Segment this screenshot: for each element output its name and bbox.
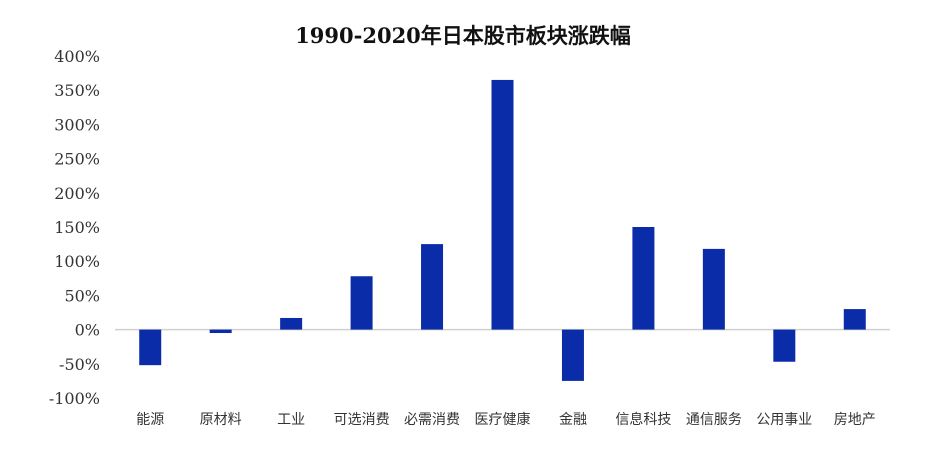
x-category-label: 能源 <box>136 412 164 428</box>
y-tick-label: 150% <box>54 218 100 237</box>
bar <box>421 244 444 330</box>
bar <box>350 276 373 330</box>
y-tick-label: 400% <box>54 47 100 66</box>
x-category-label: 医疗健康 <box>475 411 531 428</box>
x-category-label: 通信服务 <box>686 412 742 428</box>
y-tick-label: 100% <box>54 252 100 271</box>
bar <box>139 329 162 366</box>
bar <box>702 248 725 330</box>
y-tick-label: -50% <box>59 355 100 374</box>
y-tick-label: 300% <box>54 115 100 134</box>
x-category-label: 公用事业 <box>756 412 812 428</box>
bar <box>843 309 866 330</box>
x-category-label: 必需消费 <box>404 412 460 428</box>
y-tick-label: -100% <box>49 389 100 408</box>
y-tick-label: 250% <box>54 150 100 169</box>
y-tick-label: 50% <box>64 286 100 305</box>
bar <box>491 79 514 330</box>
y-tick-label: 200% <box>54 184 100 203</box>
x-category-label: 信息科技 <box>615 411 671 428</box>
y-tick-label: 350% <box>54 81 100 100</box>
x-category-label: 工业 <box>277 412 305 428</box>
x-category-label: 原材料 <box>200 412 242 428</box>
bar <box>561 329 584 381</box>
y-tick-label: 0% <box>75 321 100 340</box>
bar <box>773 329 796 362</box>
chart-title: 1990-2020年日本股市板块涨跌幅 <box>295 23 631 48</box>
x-category-label: 房地产 <box>834 412 876 428</box>
bar <box>632 227 655 330</box>
bar <box>280 317 303 330</box>
x-category-label: 金融 <box>559 412 587 428</box>
x-category-label: 可选消费 <box>334 412 390 428</box>
bar <box>209 329 232 334</box>
